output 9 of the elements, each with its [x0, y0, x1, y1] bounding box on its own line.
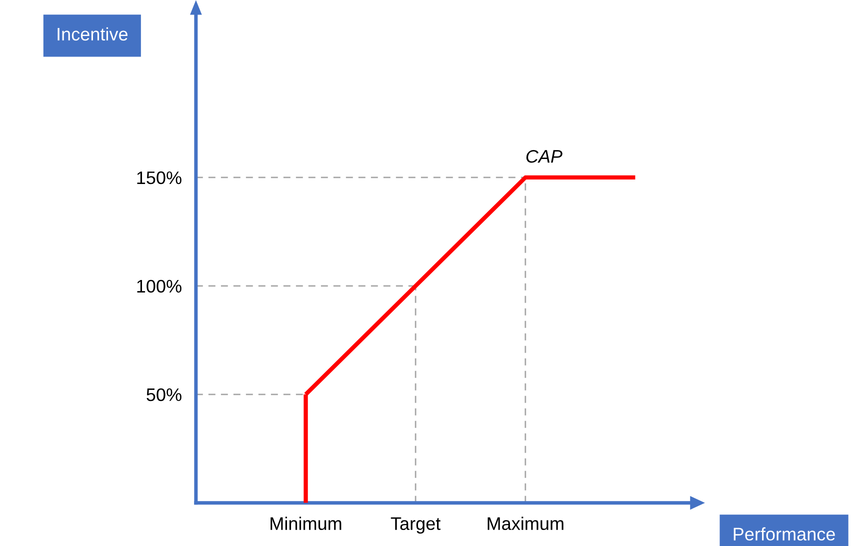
- x-tick-label: Target: [390, 517, 441, 534]
- y-axis-title: Incentive: [58, 27, 128, 41]
- y-tick-label: 150%: [137, 171, 182, 184]
- y-tick-label: 100%: [137, 280, 182, 293]
- annotation: CAP: [526, 150, 562, 163]
- x-tick-label: Maximum: [488, 516, 564, 530]
- y-tick-label: 50%: [146, 388, 182, 402]
- x-tick-label: Minimum: [270, 516, 342, 530]
- x-axis-title: Performance: [734, 527, 835, 541]
